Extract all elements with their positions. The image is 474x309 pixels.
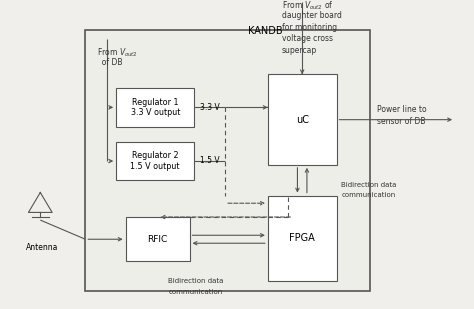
Bar xyxy=(268,196,337,281)
Text: FPGA: FPGA xyxy=(289,234,315,243)
Text: Antenna: Antenna xyxy=(26,243,58,252)
Text: From $V_{out2}$ of: From $V_{out2}$ of xyxy=(282,0,334,12)
Text: communication: communication xyxy=(341,192,395,198)
Text: uC: uC xyxy=(296,115,309,125)
Text: 3.3 V: 3.3 V xyxy=(200,103,220,112)
Bar xyxy=(126,217,190,261)
Bar xyxy=(268,74,337,165)
Bar xyxy=(116,88,194,127)
Text: Regulator 1
3.3 V output: Regulator 1 3.3 V output xyxy=(130,98,180,117)
Text: voltage cross: voltage cross xyxy=(282,34,333,43)
Text: KANDB: KANDB xyxy=(248,26,283,36)
Text: for monitoring: for monitoring xyxy=(282,23,337,32)
Text: Power line to: Power line to xyxy=(377,105,427,114)
Text: communication: communication xyxy=(168,289,222,295)
Text: Regulator 2
1.5 V output: Regulator 2 1.5 V output xyxy=(130,151,180,171)
Text: Bidirection data: Bidirection data xyxy=(168,278,224,284)
Text: of DB: of DB xyxy=(97,58,123,67)
Text: 1.5 V: 1.5 V xyxy=(200,156,219,165)
Bar xyxy=(85,30,370,290)
Text: Bidirection data: Bidirection data xyxy=(341,182,397,188)
Bar xyxy=(116,142,194,180)
Text: sensor of DB: sensor of DB xyxy=(377,117,425,126)
Text: RFIC: RFIC xyxy=(147,235,168,244)
Text: From $V_{out2}$: From $V_{out2}$ xyxy=(97,47,138,59)
Text: supercap: supercap xyxy=(282,46,317,55)
Text: daughter board: daughter board xyxy=(282,11,342,20)
